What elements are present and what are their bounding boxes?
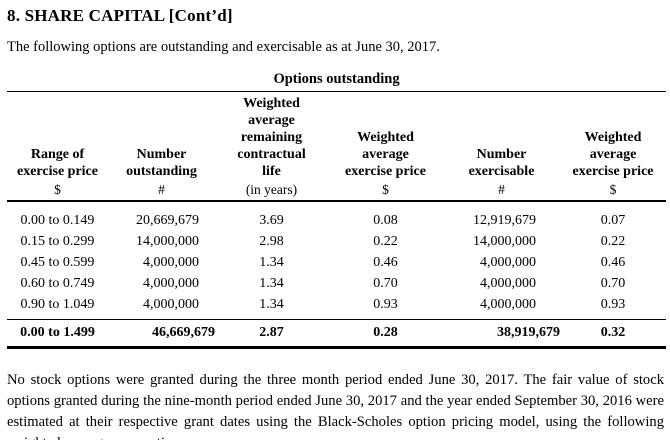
- table-cell: 3.69: [259, 213, 284, 228]
- table-cell: 0.07: [600, 213, 626, 228]
- table-cell: 0.08: [373, 213, 398, 228]
- table-cell: 4,000,000: [480, 276, 536, 291]
- table-cell: 1.34: [259, 255, 284, 270]
- table-cell: 20,669,679: [136, 213, 199, 228]
- table-cell: 0.93: [373, 297, 398, 312]
- col-header-number-exercisable: Number exercisable: [468, 147, 535, 179]
- unit-cell: $: [560, 180, 667, 202]
- table-cell: 0.28: [328, 319, 443, 349]
- table-total-row: 0.00 to 1.499 46,669,679 2.87 0.28 38,91…: [7, 319, 667, 349]
- column-header-row: Range of exercise price Number outstandi…: [7, 92, 666, 181]
- col-header-range-of-exercise-price: Range of exercise price: [17, 147, 98, 179]
- table-cell: 4,000,000: [480, 255, 536, 270]
- table-cell: 0.22: [373, 234, 398, 249]
- table-cell: 0.00 to 0.149: [20, 213, 95, 228]
- table-cell: 0.00 to 1.499: [7, 319, 108, 349]
- table-cell: 46,669,679: [108, 319, 215, 349]
- table-cell: 12,919,679: [473, 213, 536, 228]
- table-cell: 1.34: [259, 276, 284, 291]
- unit-row: $ # (in years) $ # $: [7, 180, 667, 202]
- table-cell: 0.46: [600, 255, 626, 270]
- unit-cell: #: [443, 180, 560, 202]
- options-table: Options outstanding Range of exercise pr…: [7, 70, 667, 349]
- table-cell: 0.90 to 1.049: [20, 297, 95, 312]
- col-header-wa-exercise-price-outstanding: Weighted average exercise price: [345, 130, 426, 179]
- footer-paragraph: No stock options were granted during the…: [7, 372, 664, 440]
- col-header-number-outstanding: Number outstanding: [126, 147, 197, 179]
- table-cell: 0.46: [373, 255, 398, 270]
- table-row: 0.45 to 0.599 4,000,000 1.34 0.46 4,000,…: [7, 252, 666, 273]
- span-header-options-outstanding: Options outstanding: [7, 70, 667, 92]
- table-header: Options outstanding Range of exercise pr…: [7, 70, 667, 202]
- table-row: 0.60 to 0.749 4,000,000 1.34 0.70 4,000,…: [7, 273, 666, 294]
- table-cell: 4,000,000: [480, 297, 536, 312]
- section-title: 8. SHARE CAPITAL [Cont’d]: [7, 6, 233, 25]
- unit-cell: #: [108, 180, 215, 202]
- table-cell: 0.70: [600, 276, 626, 291]
- span-header-row: Options outstanding: [7, 70, 667, 92]
- col-header-wa-exercise-price-exercisable: Weighted average exercise price: [572, 130, 654, 179]
- table-cell: 38,919,679: [443, 319, 560, 349]
- table-cell: 1.34: [259, 297, 284, 312]
- table-cell: 4,000,000: [143, 276, 199, 291]
- unit-cell: $: [328, 180, 443, 202]
- table-cell: 2.87: [215, 319, 328, 349]
- table-cell: 2.98: [259, 234, 284, 249]
- table-cell: 0.15 to 0.299: [20, 234, 95, 249]
- table-row: 0.90 to 1.049 4,000,000 1.34 0.93 4,000,…: [7, 294, 666, 320]
- table-cell: 0.60 to 0.749: [20, 276, 95, 291]
- table-body: 0.00 to 0.149 20,669,679 3.69 0.08 12,91…: [7, 201, 667, 349]
- table-cell: 0.32: [560, 319, 667, 349]
- table-cell: 0.22: [600, 234, 626, 249]
- table-cell: 4,000,000: [143, 255, 199, 270]
- table-row: 0.15 to 0.299 14,000,000 2.98 0.22 14,00…: [7, 231, 666, 252]
- table-cell: 4,000,000: [143, 297, 199, 312]
- intro-paragraph: The following options are outstanding an…: [7, 39, 440, 55]
- table-cell: 0.45 to 0.599: [20, 255, 95, 270]
- table-row: 0.00 to 0.149 20,669,679 3.69 0.08 12,91…: [7, 201, 666, 231]
- table-cell: 0.93: [600, 297, 626, 312]
- unit-cell: $: [7, 180, 108, 202]
- table-cell: 14,000,000: [136, 234, 199, 249]
- table-cell: 0.70: [373, 276, 398, 291]
- col-header-wa-remaining-contractual-life: Weighted average remaining contractual l…: [237, 96, 306, 179]
- table-cell: 14,000,000: [473, 234, 536, 249]
- unit-cell: (in years): [215, 180, 328, 202]
